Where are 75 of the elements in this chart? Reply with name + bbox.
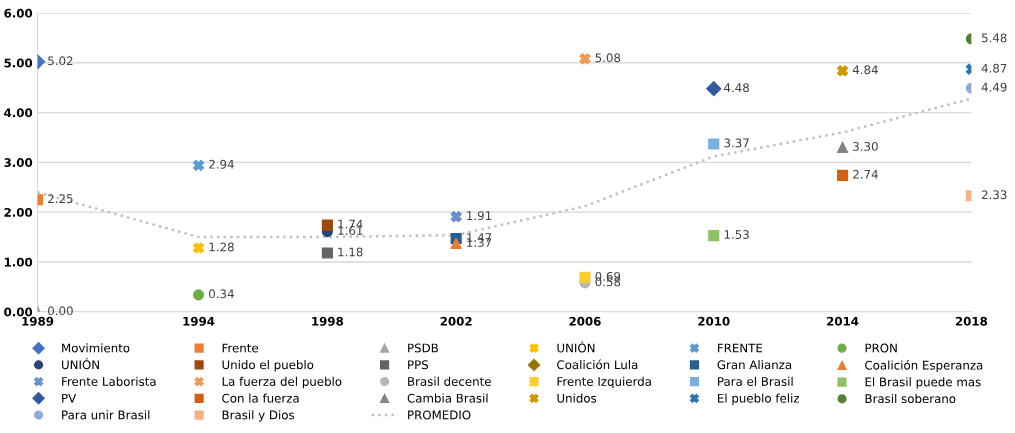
x-tick-label: 1998	[312, 316, 344, 326]
x-tick-label: 1989	[22, 316, 54, 326]
data-label: 5.48	[981, 33, 1007, 43]
legend-label: PRON	[865, 343, 897, 353]
legend-label: UNIÓN	[557, 341, 595, 353]
data-label: 5.08	[595, 53, 621, 63]
x-tick-label: 2006	[569, 316, 601, 326]
legend-label: FRENTE	[718, 343, 763, 353]
legend-label: Coalición Esperanza	[865, 360, 983, 372]
legend-label: Movimiento	[62, 343, 130, 353]
data-label: 2.74	[853, 169, 878, 179]
legend-label: Coalición Lula	[557, 359, 638, 370]
data-label: 3.30	[853, 141, 878, 151]
point	[836, 169, 849, 181]
point	[450, 237, 462, 250]
data-label: 1.91	[467, 211, 492, 221]
legend-label: Con la fuerza	[222, 393, 299, 403]
point	[836, 65, 849, 77]
x-tick-label: 1994	[183, 316, 215, 326]
y-tick-label: 6.00	[4, 8, 33, 18]
legend-label: Frente	[222, 343, 259, 353]
data-label: 2.33	[981, 190, 1007, 200]
point	[321, 219, 333, 231]
y-tick-label: 4.00	[4, 108, 33, 118]
data-label: 2.94	[209, 159, 234, 169]
point	[321, 247, 333, 259]
data-label: 4.49	[981, 82, 1007, 92]
data-label: 3.37	[724, 138, 749, 148]
y-tick-label: 3.00	[4, 158, 33, 168]
y-tick-label: 0.00	[4, 307, 33, 317]
point	[579, 271, 591, 283]
legend-label: Brasil soberano	[865, 393, 956, 404]
data-label: 2.25	[48, 194, 73, 204]
data-label: 1.53	[724, 230, 749, 239]
data-label: 1.18	[338, 247, 363, 257]
point	[708, 230, 720, 242]
data-label: 5.02	[48, 56, 73, 66]
point	[192, 159, 205, 171]
y-tick-label: 5.00	[4, 58, 33, 68]
x-tick-label: 2018	[955, 316, 988, 326]
legend-label: Frente Laborista	[62, 376, 156, 386]
legend-label: Frente Izquierda	[557, 376, 651, 389]
data-label: 1.28	[209, 242, 234, 252]
y-tick-label: 1.00	[4, 257, 33, 267]
legend-label: Unido el pueblo	[222, 360, 314, 372]
legend-label: Brasil decente	[408, 376, 491, 386]
legend-label: La fuerza del pueblo	[222, 376, 342, 389]
legend-label: Unidos	[557, 393, 597, 403]
legend-label: PROMEDIO	[408, 410, 471, 420]
data-label: 4.48	[724, 83, 749, 93]
legend-label: Gran Alianza	[717, 360, 792, 370]
legend-label: UNIÓN	[62, 358, 99, 370]
point	[836, 141, 849, 153]
legend-label: El pueblo feliz	[718, 393, 800, 405]
y-tick-label: 2.00	[4, 207, 33, 217]
x-tick-label: 2002	[440, 316, 472, 326]
legend-label: Cambia Brasil	[407, 393, 488, 403]
point	[450, 211, 462, 223]
data-label: 0.00	[48, 306, 73, 316]
x-tick-label: 2014	[827, 316, 859, 326]
legend-label: PPS	[408, 360, 429, 370]
legend-label: Para el Brasil	[718, 376, 793, 386]
x-tick-label: 2010	[698, 316, 730, 326]
legend-label: PV	[62, 393, 77, 403]
legend-label: Para unir Brasil	[62, 410, 150, 420]
point	[579, 53, 591, 65]
data-label: 4.84	[852, 65, 878, 75]
legend-label: Brasil y Dios	[222, 410, 295, 422]
legend-label: El Brasil puede mas	[865, 377, 981, 389]
legend-label: PSDB	[408, 343, 438, 353]
point	[192, 289, 205, 301]
point	[706, 81, 722, 97]
data-label: 4.87	[981, 63, 1007, 73]
point	[708, 138, 720, 150]
data-label: 0.34	[209, 289, 234, 299]
